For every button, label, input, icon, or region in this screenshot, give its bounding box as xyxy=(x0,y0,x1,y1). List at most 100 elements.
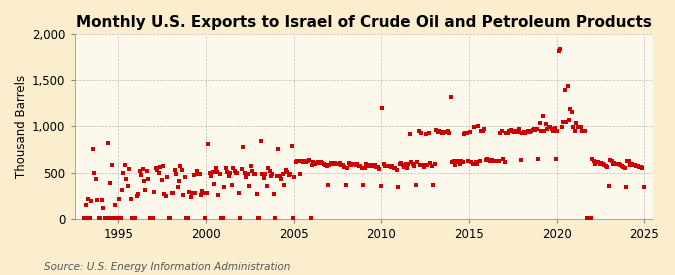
Point xyxy=(578,129,589,133)
Point xyxy=(447,160,458,164)
Point xyxy=(115,216,126,221)
Point xyxy=(134,169,145,173)
Point xyxy=(571,120,582,125)
Point xyxy=(126,197,136,202)
Point xyxy=(159,192,170,196)
Point xyxy=(372,165,383,169)
Point xyxy=(284,173,294,177)
Point xyxy=(266,174,277,178)
Point xyxy=(589,158,599,163)
Point xyxy=(78,216,89,221)
Point xyxy=(315,160,326,164)
Point xyxy=(508,130,519,134)
Point xyxy=(632,164,643,168)
Point xyxy=(83,197,94,202)
Point xyxy=(625,163,636,167)
Point xyxy=(529,127,539,131)
Point xyxy=(586,216,597,221)
Point xyxy=(122,184,133,189)
Point xyxy=(296,159,307,164)
Point xyxy=(320,163,331,167)
Point xyxy=(406,160,416,164)
Point xyxy=(622,158,633,163)
Point xyxy=(186,195,196,200)
Point xyxy=(222,169,233,174)
Point xyxy=(567,110,578,115)
Point xyxy=(418,163,429,167)
Point xyxy=(280,167,291,172)
Point xyxy=(533,156,544,161)
Point xyxy=(428,183,439,188)
Point xyxy=(498,156,509,161)
Point xyxy=(207,169,218,174)
Point xyxy=(355,164,366,168)
Text: Source: U.S. Energy Information Administration: Source: U.S. Energy Information Administ… xyxy=(44,262,290,272)
Point xyxy=(311,161,322,166)
Point xyxy=(379,164,390,168)
Point xyxy=(442,129,453,133)
Point xyxy=(448,158,459,163)
Point xyxy=(612,162,623,166)
Point xyxy=(102,141,113,145)
Point xyxy=(236,167,247,171)
Point xyxy=(492,158,503,163)
Point xyxy=(385,165,396,169)
Point xyxy=(331,162,342,166)
Point xyxy=(190,191,200,195)
Point xyxy=(606,158,617,163)
Point xyxy=(587,156,598,161)
Point xyxy=(112,216,123,221)
Point xyxy=(334,161,345,166)
Point xyxy=(381,164,392,168)
Point xyxy=(241,175,252,179)
Point xyxy=(413,129,424,133)
Point xyxy=(121,177,132,181)
Point xyxy=(205,171,215,176)
Point xyxy=(479,127,490,131)
Point xyxy=(387,164,398,168)
Point xyxy=(470,160,481,164)
Point xyxy=(462,131,472,135)
Point xyxy=(603,184,614,189)
Point xyxy=(260,172,271,177)
Point xyxy=(575,125,586,130)
Point xyxy=(261,184,272,189)
Point xyxy=(143,177,154,181)
Point xyxy=(444,131,455,135)
Point xyxy=(276,177,287,181)
Point xyxy=(157,164,168,168)
Point xyxy=(491,158,502,163)
Point xyxy=(432,130,443,134)
Point xyxy=(310,162,321,166)
Point xyxy=(325,161,336,166)
Point xyxy=(227,166,238,170)
Point xyxy=(148,190,159,194)
Point xyxy=(483,157,494,162)
Point xyxy=(458,131,469,136)
Point xyxy=(362,164,373,168)
Point xyxy=(429,162,440,166)
Point xyxy=(304,157,315,162)
Point xyxy=(402,166,412,170)
Point xyxy=(319,162,329,166)
Point xyxy=(504,129,514,133)
Point xyxy=(175,164,186,168)
Point xyxy=(251,192,262,196)
Point xyxy=(565,107,576,111)
Point xyxy=(358,183,369,188)
Point xyxy=(512,130,523,134)
Point xyxy=(200,216,211,221)
Point xyxy=(596,161,607,166)
Point xyxy=(620,185,631,189)
Point xyxy=(626,162,637,166)
Point xyxy=(323,182,333,187)
Point xyxy=(427,164,437,168)
Point xyxy=(182,216,193,221)
Point xyxy=(194,172,205,177)
Point xyxy=(368,164,379,168)
Point xyxy=(583,216,593,221)
Point xyxy=(403,162,414,166)
Point xyxy=(600,164,611,168)
Point xyxy=(89,171,100,176)
Point xyxy=(435,130,446,134)
